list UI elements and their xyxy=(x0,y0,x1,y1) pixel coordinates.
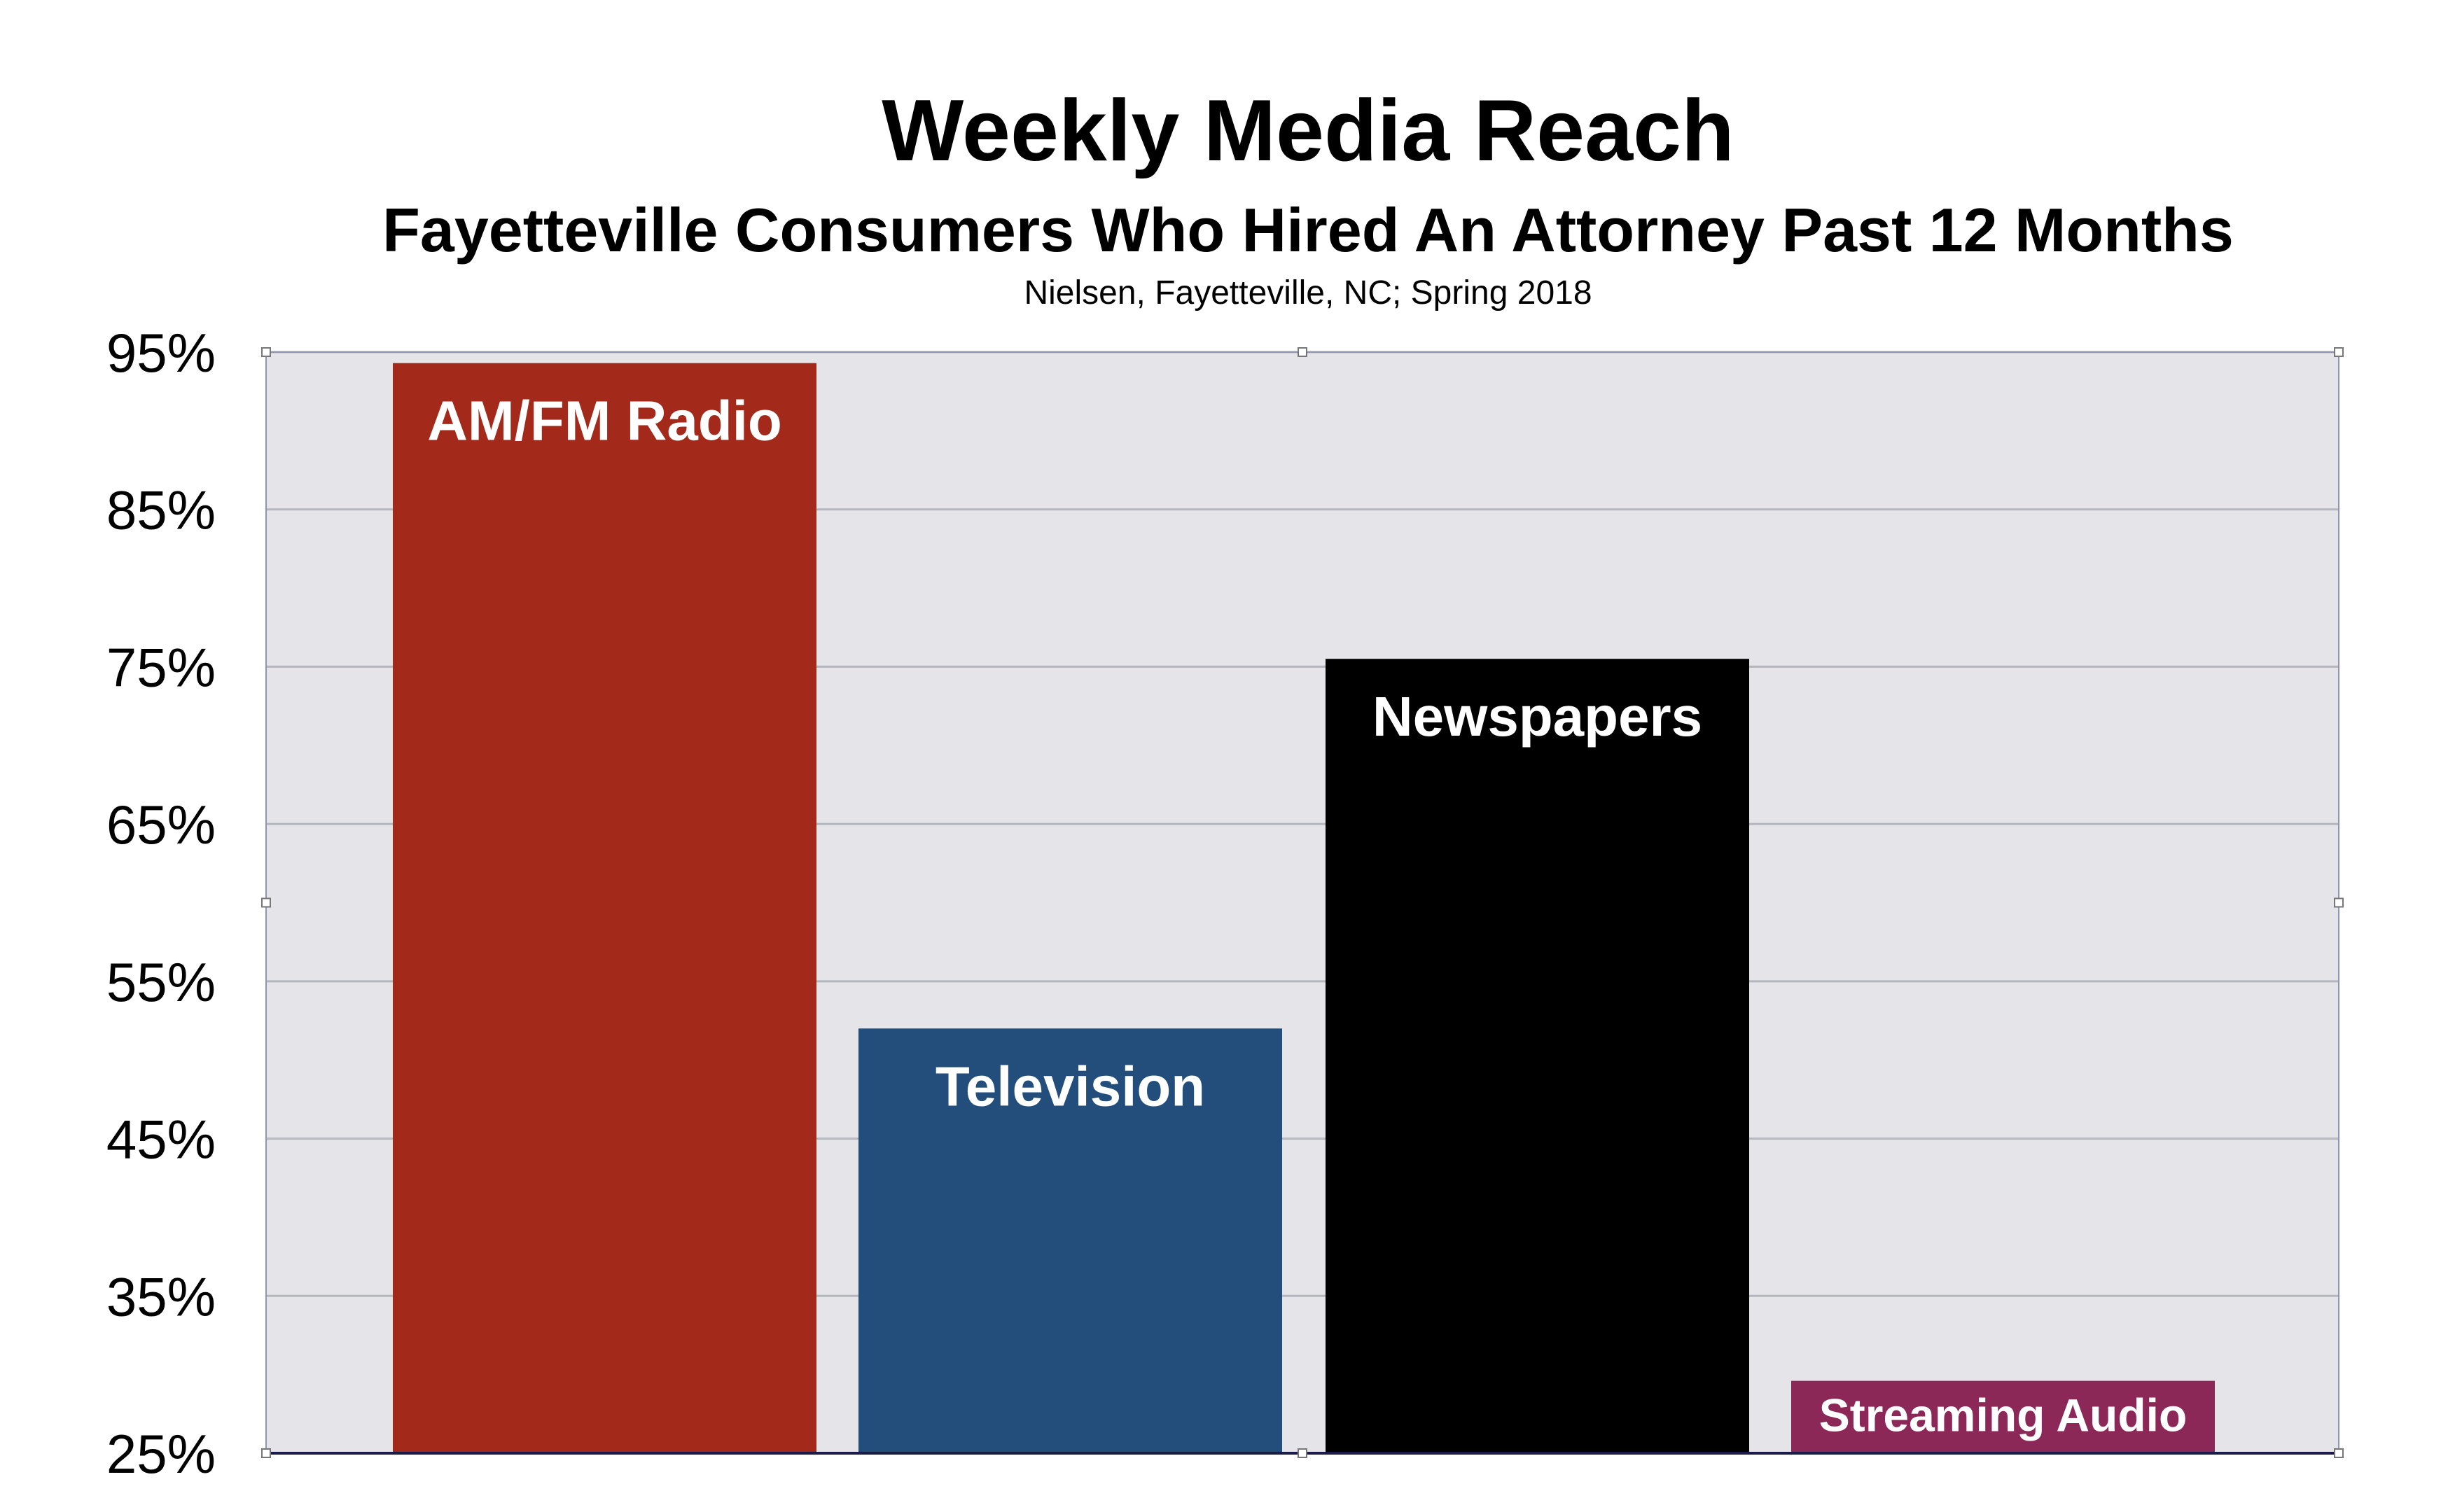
bar-label: Newspapers xyxy=(1372,685,1702,748)
chart-title: Weekly Media Reach xyxy=(882,83,1734,179)
y-tick-label: 35% xyxy=(106,1266,216,1327)
y-tick-label: 65% xyxy=(106,794,216,855)
selection-handle xyxy=(1298,347,1307,357)
y-tick-label: 45% xyxy=(106,1109,216,1170)
y-tick-label: 25% xyxy=(106,1423,216,1485)
selection-handle xyxy=(2334,897,2344,908)
y-tick-label: 85% xyxy=(106,479,216,541)
selection-handle xyxy=(261,1448,271,1458)
bar-label: AM/FM Radio xyxy=(427,390,782,452)
selection-handle xyxy=(261,897,271,908)
bar xyxy=(393,363,816,1453)
y-tick-label: 75% xyxy=(106,636,216,698)
chart-subtitle: Fayetteville Consumers Who Hired An Atto… xyxy=(382,195,2234,265)
selection-handle xyxy=(261,347,271,357)
bar-label: Television xyxy=(936,1055,1205,1117)
bar xyxy=(858,1028,1282,1453)
y-tick-label: 55% xyxy=(106,951,216,1013)
bar xyxy=(1326,659,1749,1453)
bar-label: Streaming Audio xyxy=(1819,1390,2188,1441)
chart-source: Nielsen, Fayetteville, NC; Spring 2018 xyxy=(1024,274,1592,312)
y-tick-label: 95% xyxy=(106,322,216,384)
selection-handle xyxy=(1298,1448,1307,1458)
selection-handle xyxy=(2334,347,2344,357)
bar xyxy=(1791,1380,2215,1453)
selection-handle xyxy=(2334,1448,2344,1458)
